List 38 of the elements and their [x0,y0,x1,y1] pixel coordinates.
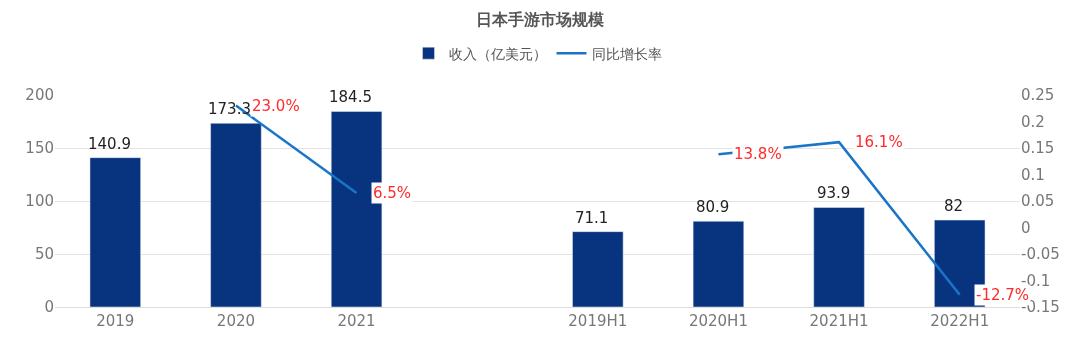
bar [572,231,624,307]
y2-tick-label: 0.1 [1021,165,1045,184]
y2-tick-label: 0.25 [1021,86,1055,105]
x-tick-label: 2019H1 [568,312,628,330]
y2-tick-label: 0.2 [1021,112,1045,131]
y-tick-label: 0 [44,298,54,317]
x-tick-label: 2021 [337,312,376,330]
y-tick-label: 100 [25,192,54,211]
y-tick-label: 200 [25,86,54,105]
data-label: 140.9 [88,135,131,153]
data-label: 16.1% [855,133,903,151]
y2-tick-label: 0.05 [1021,192,1055,211]
data-label: 23.0% [252,97,300,115]
data-label: 13.8% [734,145,782,163]
x-tick-label: 2022H1 [930,312,990,330]
legend-label: 收入（亿美元） [448,45,547,62]
data-label: 80.9 [696,198,730,216]
x-tick-label: 2020 [216,312,256,330]
bar [813,207,865,307]
data-label: 82 [944,197,964,215]
chart-title: 日本手游市场规模 [476,9,604,29]
y2-tick-label: 0 [1021,218,1031,237]
bar [89,157,141,307]
data-label: -12.7% [976,286,1030,304]
data-label: 93.9 [817,184,851,202]
bar [692,221,745,307]
bar [210,123,262,307]
y-tick-label: 50 [34,245,54,264]
y2-tick-label: -0.05 [1021,245,1060,264]
x-tick-label: 2021H1 [809,312,869,330]
y2-tick-label: 0.15 [1021,139,1055,158]
x-tick-label: 2019 [96,312,135,330]
y-tick-label: 150 [25,139,54,158]
legend-label: 同比增长率 [591,45,662,62]
x-tick-label: 2020H1 [688,312,748,330]
data-label: 184.5 [329,88,372,106]
data-label: 71.1 [575,209,609,227]
data-label: 6.5% [373,184,412,202]
